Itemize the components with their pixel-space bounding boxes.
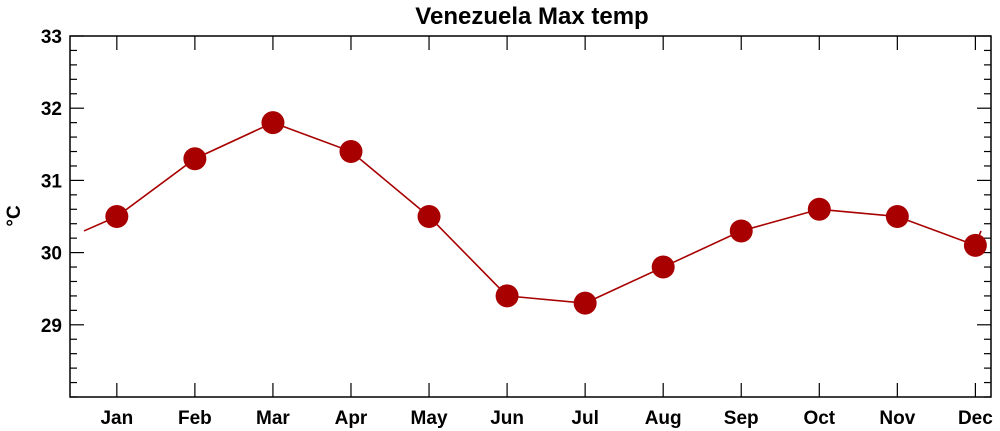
y-tick-labels: 29 30 31 32 33 xyxy=(41,27,63,337)
data-point-feb xyxy=(183,147,207,171)
x-axis-ticks xyxy=(116,36,976,397)
chart-title: Venezuela Max temp xyxy=(415,3,648,30)
y-tick-label: 32 xyxy=(41,99,62,120)
y-tick-label: 31 xyxy=(41,171,63,192)
series-group xyxy=(83,111,987,315)
x-tick-label-mar: Mar xyxy=(256,408,290,429)
data-point-aug xyxy=(651,255,675,279)
y-tick-label: 29 xyxy=(41,316,62,337)
data-point-dec xyxy=(963,233,987,257)
data-point-jan xyxy=(105,205,129,228)
x-tick-label-jul: Jul xyxy=(571,408,598,429)
data-point-apr xyxy=(339,140,363,164)
x-tick-label-oct: Oct xyxy=(803,408,835,429)
data-point-may xyxy=(417,205,441,228)
x-tick-label-aug: Aug xyxy=(645,408,682,429)
y-tick-label: 33 xyxy=(41,27,62,48)
x-tick-labels: Jan Feb Mar Apr May Jun Jul Aug Sep Oct Nov Dec xyxy=(100,408,993,429)
x-tick-label-jun: Jun xyxy=(490,408,524,429)
x-tick-label-may: May xyxy=(411,408,448,429)
y-axis-label: °C xyxy=(4,205,25,227)
x-tick-label-feb: Feb xyxy=(178,408,212,429)
y-axis-ticks xyxy=(70,35,991,398)
series-line xyxy=(83,121,982,304)
y-tick-label: 30 xyxy=(41,244,62,265)
plot-frame xyxy=(69,35,992,398)
data-point-mar xyxy=(261,111,285,135)
x-tick-label-apr: Apr xyxy=(335,408,368,429)
x-tick-label-sep: Sep xyxy=(724,408,759,429)
data-point-jul xyxy=(573,291,597,315)
data-point-oct xyxy=(807,197,831,221)
data-point-nov xyxy=(885,205,909,228)
data-point-sep xyxy=(729,219,753,243)
x-tick-label-jan: Jan xyxy=(100,408,133,429)
x-tick-label-dec: Dec xyxy=(958,408,993,429)
data-point-jun xyxy=(495,284,519,308)
x-tick-label-nov: Nov xyxy=(879,408,915,429)
